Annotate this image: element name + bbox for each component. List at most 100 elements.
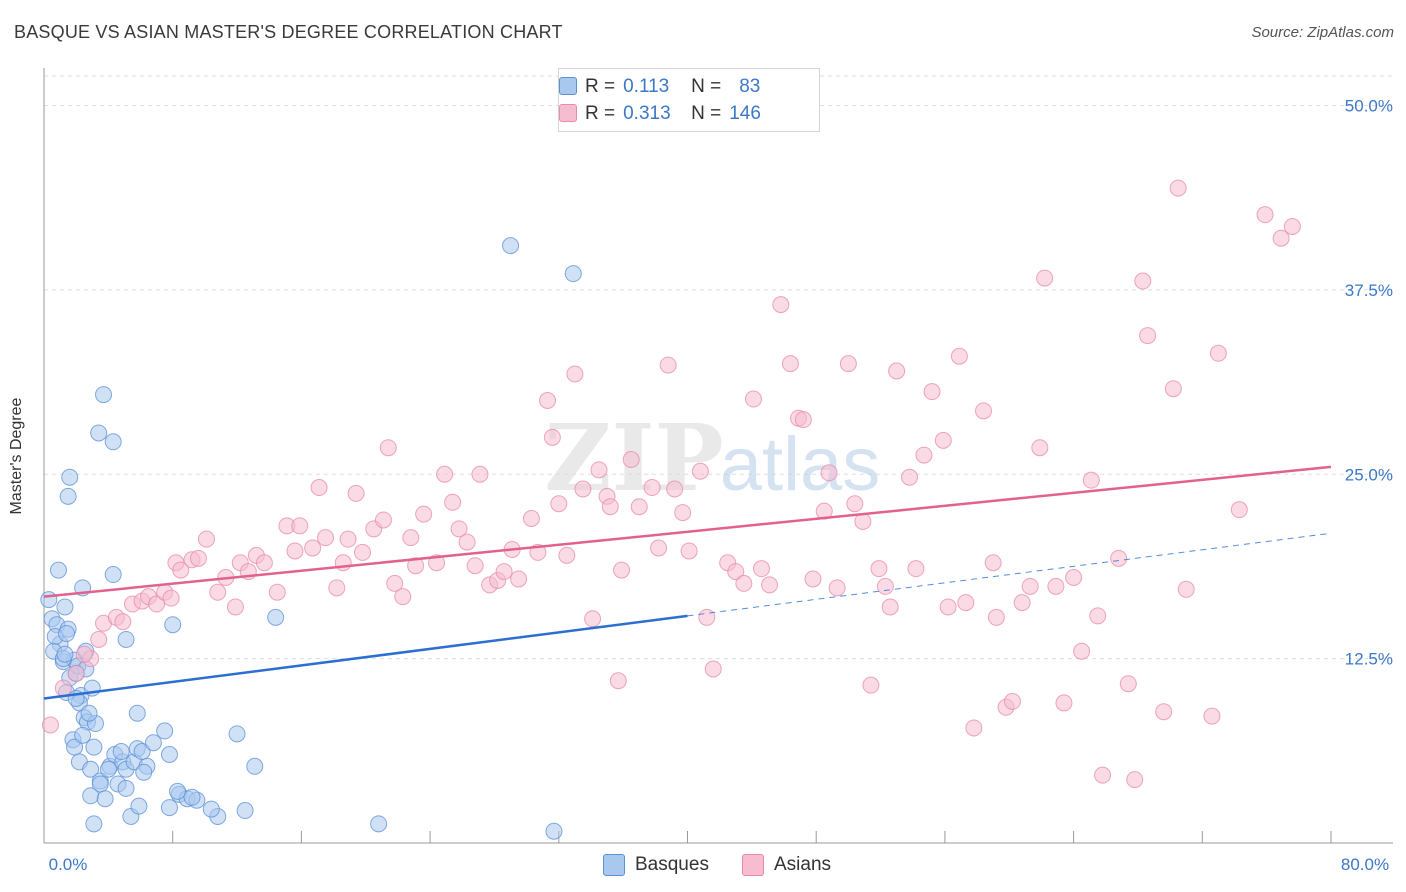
x-tick-label: 80.0% <box>1341 855 1389 874</box>
data-point-asians <box>317 529 335 547</box>
data-point-asians <box>291 517 309 535</box>
data-point-asians <box>402 529 420 547</box>
data-point-asians <box>1209 344 1227 362</box>
data-point-basques <box>85 738 103 756</box>
y-tick-label: 37.5% <box>1345 281 1393 300</box>
data-point-asians <box>558 546 576 564</box>
data-point-asians <box>1126 771 1144 789</box>
data-point-asians <box>735 574 753 592</box>
data-point-asians <box>804 570 822 588</box>
data-point-basques <box>95 386 113 404</box>
data-point-asians <box>1013 594 1031 612</box>
source-label: Source: ZipAtlas.com <box>1251 24 1394 41</box>
data-point-asians <box>543 428 561 446</box>
y-tick-label: 12.5% <box>1345 650 1393 669</box>
data-point-asians <box>407 557 425 575</box>
data-point-basques <box>82 760 100 778</box>
data-point-basques <box>96 790 114 808</box>
data-point-basques <box>160 799 178 817</box>
bottom-legend-swatch-asians <box>742 854 764 876</box>
data-point-asians <box>1055 694 1073 712</box>
data-point-asians <box>923 383 941 401</box>
data-point-asians <box>495 563 513 581</box>
data-point-asians <box>1230 501 1248 519</box>
legend-r-value: 0.313 <box>623 103 671 124</box>
data-point-asians <box>1139 327 1157 345</box>
chart-title: BASQUE VS ASIAN MASTER'S DEGREE CORRELAT… <box>14 22 563 42</box>
data-point-asians <box>1036 269 1054 287</box>
data-point-asians <box>772 296 790 314</box>
data-point-asians <box>1164 380 1182 398</box>
data-point-asians <box>268 583 286 601</box>
legend-n-value: 83 <box>739 76 761 97</box>
data-point-asians <box>197 530 215 548</box>
data-point-basques <box>164 616 182 634</box>
data-point-asians <box>1203 707 1221 725</box>
bottom-legend: Basques Asians <box>0 852 1406 878</box>
bottom-legend-label-basques: Basques <box>635 854 709 875</box>
data-point-asians <box>339 530 357 548</box>
data-point-asians <box>328 579 346 597</box>
data-point-asians <box>957 594 975 612</box>
data-point-asians <box>888 362 906 380</box>
data-point-asians <box>1082 471 1100 489</box>
data-point-basques <box>59 487 77 505</box>
data-point-asians <box>704 660 722 678</box>
data-point-asians <box>1065 569 1083 586</box>
data-point-asians <box>753 560 771 578</box>
data-point-asians <box>428 554 446 572</box>
data-point-asians <box>394 588 412 606</box>
data-point-asians <box>698 608 716 626</box>
data-point-asians <box>1155 703 1173 721</box>
data-point-asians <box>67 664 85 682</box>
legend-n-label: N = <box>691 76 722 97</box>
data-point-asians <box>1094 766 1112 784</box>
data-point-asians <box>622 451 640 468</box>
data-point-asians <box>347 484 365 502</box>
data-point-basques <box>156 722 174 740</box>
data-point-asians <box>839 355 857 373</box>
data-point-asians <box>522 510 540 527</box>
data-point-asians <box>1256 206 1274 224</box>
data-point-asians <box>114 613 132 631</box>
data-point-asians <box>415 505 433 523</box>
data-point-asians <box>574 480 592 498</box>
data-point-asians <box>601 498 619 516</box>
data-point-asians <box>643 479 661 497</box>
data-point-asians <box>75 645 93 663</box>
data-point-asians <box>744 390 762 408</box>
data-point-asians <box>1021 577 1039 595</box>
data-point-asians <box>255 554 273 572</box>
data-point-asians <box>54 679 72 697</box>
data-point-asians <box>466 557 484 575</box>
data-point-asians <box>1031 439 1049 457</box>
legend-r-label: R = <box>585 76 616 97</box>
bottom-legend-swatch-basques <box>603 854 625 876</box>
data-point-asians <box>828 579 846 597</box>
data-point-asians <box>1283 217 1301 235</box>
data-point-basques <box>144 734 162 752</box>
legend: R = 0.113 N = 83 R = 0.313 N = 146 <box>558 68 820 132</box>
data-point-asians <box>566 365 584 383</box>
data-point-basques <box>502 237 520 255</box>
data-point-asians <box>386 574 404 592</box>
data-point-asians <box>975 402 993 420</box>
data-point-asians <box>1169 179 1187 197</box>
data-point-asians <box>1272 229 1290 247</box>
data-point-asians <box>172 561 190 579</box>
data-point-asians <box>1073 642 1091 660</box>
data-point-basques <box>80 704 98 722</box>
data-point-asians <box>934 431 952 449</box>
data-point-asians <box>820 464 838 482</box>
data-point-asians <box>846 495 864 513</box>
data-point-asians <box>539 392 557 409</box>
data-point-basques <box>112 743 130 761</box>
data-point-asians <box>374 511 392 529</box>
data-point-basques <box>183 788 201 806</box>
data-point-basques <box>49 561 67 579</box>
data-point-asians <box>471 465 489 483</box>
data-point-basques <box>90 424 108 442</box>
data-point-asians <box>41 716 59 734</box>
data-point-asians <box>458 533 476 551</box>
